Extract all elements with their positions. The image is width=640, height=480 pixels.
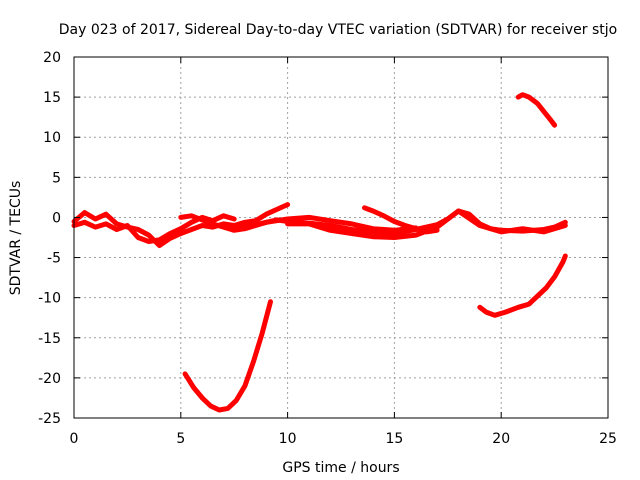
- series-line-trace-6: [362, 205, 440, 235]
- x-tick-label: 0: [70, 431, 79, 447]
- series-line-trace-2: [71, 213, 237, 244]
- series-line-trace-9: [515, 92, 558, 128]
- series-line-trace-1: [71, 202, 291, 248]
- x-tick-label: 15: [385, 431, 403, 447]
- y-tick-label: -5: [47, 251, 61, 267]
- y-tick-label: 0: [52, 210, 61, 226]
- y-tick-label: 20: [43, 50, 61, 66]
- data-series: [71, 92, 568, 413]
- y-tick-label: 15: [43, 90, 61, 106]
- x-tick-label: 20: [492, 431, 510, 447]
- series-line-trace-5: [231, 214, 419, 233]
- x-tick-label: 5: [176, 431, 185, 447]
- y-tick-labels: 20 15 10 5 0 -5 -10 -15 -20 -25: [38, 50, 61, 427]
- x-tick-label: 25: [599, 431, 617, 447]
- x-axis-label: GPS time / hours: [282, 460, 399, 476]
- y-tick-label: -10: [38, 291, 61, 307]
- y-tick-label: -15: [38, 331, 61, 347]
- series-line-trace-8: [477, 253, 568, 318]
- series-line-trace-7: [182, 299, 273, 413]
- chart-title: Day 023 of 2017, Sidereal Day-to-day VTE…: [59, 22, 617, 38]
- y-tick-label: 10: [43, 130, 61, 146]
- axis-ticks: [73, 56, 609, 419]
- plot-frame: [73, 56, 609, 419]
- x-tick-labels: 0 5 10 15 20 25: [70, 431, 617, 447]
- y-tick-label: 5: [52, 170, 61, 186]
- y-tick-label: -20: [38, 371, 61, 387]
- y-axis-label: SDTVAR / TECUs: [8, 181, 24, 296]
- y-tick-label: -25: [38, 411, 61, 427]
- x-tick-label: 10: [279, 431, 297, 447]
